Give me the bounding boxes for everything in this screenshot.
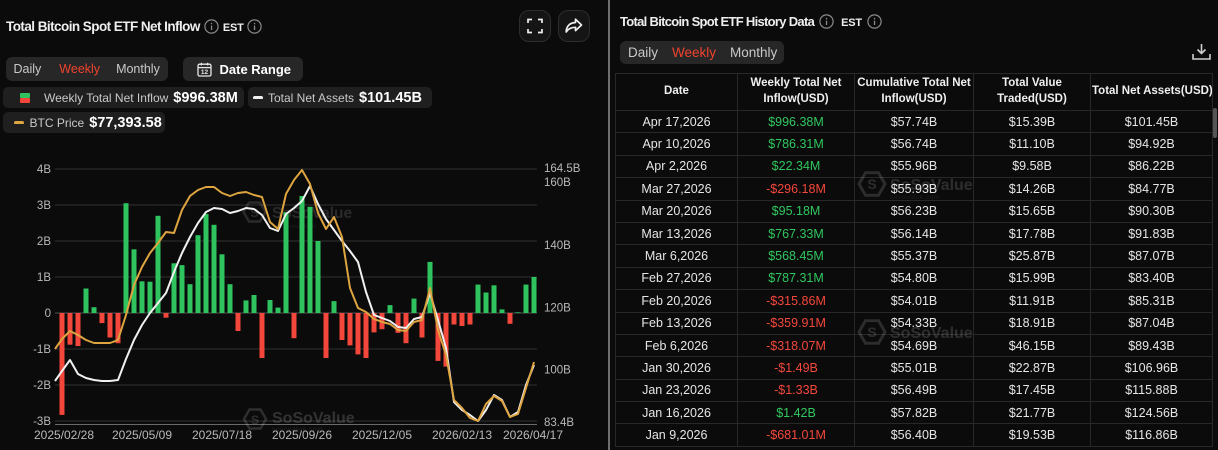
svg-text:12: 12 [201, 69, 209, 76]
svg-text:2025/12/05: 2025/12/05 [352, 428, 412, 442]
svg-text:-3B: -3B [33, 416, 51, 428]
svg-text:2025/05/09: 2025/05/09 [112, 428, 172, 442]
svg-text:120B: 120B [544, 303, 571, 315]
svg-text:sosovalue.com: sosovalue.com [273, 224, 316, 230]
svg-text:100B: 100B [544, 365, 571, 377]
svg-text:2B: 2B [37, 236, 51, 248]
svg-text:S: S [250, 206, 258, 220]
svg-text:sosovalue.com: sosovalue.com [272, 426, 323, 433]
svg-text:SoSoValue: SoSoValue [272, 410, 355, 427]
svg-text:2026/02/13: 2026/02/13 [432, 428, 492, 442]
svg-text:164.5B: 164.5B [544, 163, 581, 175]
svg-text:S: S [867, 324, 876, 340]
svg-text:4B: 4B [37, 164, 51, 176]
svg-text:140B: 140B [544, 240, 571, 252]
svg-text:2025/07/18: 2025/07/18 [192, 428, 252, 442]
svg-text:2025/02/28: 2025/02/28 [34, 428, 94, 442]
svg-text:sosovalue.com: sosovalue.com [890, 342, 940, 349]
svg-text:3B: 3B [37, 200, 51, 212]
svg-text:SoSoValue: SoSoValue [890, 177, 973, 194]
svg-text:1B: 1B [37, 272, 51, 284]
svg-text:SoSoValue: SoSoValue [890, 325, 973, 342]
svg-text:160B: 160B [544, 177, 571, 189]
svg-text:S: S [867, 176, 876, 192]
svg-text:-2B: -2B [33, 380, 51, 392]
svg-text:2026/04/17: 2026/04/17 [503, 428, 563, 442]
svg-text:0: 0 [45, 308, 51, 320]
svg-text:S: S [251, 413, 259, 427]
svg-text:83.4B: 83.4B [544, 417, 574, 429]
svg-text:-1B: -1B [33, 344, 51, 356]
svg-text:2025/09/26: 2025/09/26 [272, 428, 332, 442]
svg-text:sosovalue.com: sosovalue.com [890, 194, 940, 201]
